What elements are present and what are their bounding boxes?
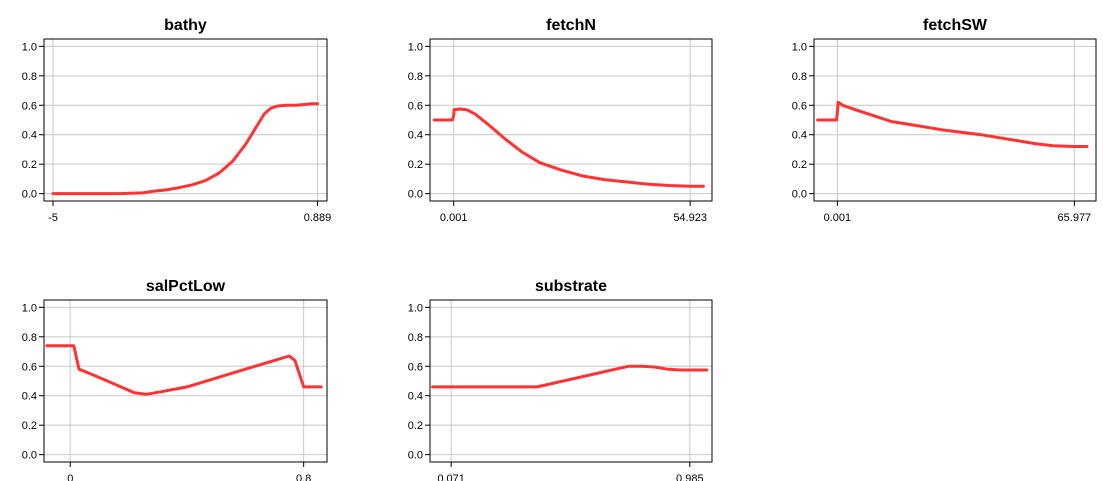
y-tick-label: 1.0 <box>408 41 423 53</box>
y-tick-label: 0.6 <box>408 361 423 373</box>
y-tick-label: 0.8 <box>408 332 423 344</box>
plot-frame <box>429 299 713 463</box>
chart-title: bathy <box>164 17 207 34</box>
y-tick-label: 0.4 <box>22 130 37 142</box>
chart-title: salPctLow <box>146 278 226 295</box>
y-tick-label: 0.2 <box>22 420 37 432</box>
y-tick-label: 0.4 <box>792 130 807 142</box>
y-tick-label: 0.8 <box>22 71 37 83</box>
x-tick-label: 0 <box>67 473 73 481</box>
y-tick-label: 0.6 <box>22 100 37 112</box>
response-curve-salPctLow <box>45 344 323 396</box>
plot-frame <box>813 38 1097 202</box>
x-tick-label: 0.985 <box>676 473 704 481</box>
response-curve-substrate <box>431 364 709 389</box>
y-tick-label: 0.4 <box>408 391 423 403</box>
x-tick-label: 0.8 <box>296 473 311 481</box>
y-tick-label: 0.4 <box>22 391 37 403</box>
chart-panel-bathy: bathy 0.0 0.2 0.4 0.6 0.8 1.0 -5 0.889 <box>22 17 332 224</box>
y-tick-label: 0.2 <box>408 420 423 432</box>
plot-frame <box>43 299 328 463</box>
y-tick-label: 0.0 <box>22 189 37 201</box>
y-tick-label: 0.2 <box>408 159 423 171</box>
chart-title: substrate <box>535 278 607 295</box>
plot-frame <box>429 38 713 202</box>
y-tick-label: 0.0 <box>22 450 37 462</box>
y-tick-label: 0.8 <box>792 71 807 83</box>
x-tick-label: -5 <box>48 212 58 224</box>
y-tick-label: 1.0 <box>22 41 37 53</box>
y-tick-label: 0.2 <box>22 159 37 171</box>
y-tick-label: 0.2 <box>792 159 807 171</box>
chart-panel-fetchSW: fetchSW 0.0 0.2 0.4 0.6 0.8 1.0 0.001 65.977 <box>792 17 1097 224</box>
y-tick-label: 1.0 <box>408 302 423 314</box>
x-tick-label: 54.923 <box>673 212 707 224</box>
y-tick-label: 0.6 <box>408 100 423 112</box>
y-tick-label: 1.0 <box>792 41 807 53</box>
chart-panel-fetchN: fetchN 0.0 0.2 0.4 0.6 0.8 1.0 0.001 54.923 <box>408 17 713 224</box>
plot-frame <box>43 38 328 202</box>
response-curve-fetchN <box>432 107 705 188</box>
chart-title: fetchN <box>546 17 596 34</box>
y-tick-label: 0.8 <box>408 71 423 83</box>
x-tick-label: 65.977 <box>1058 212 1092 224</box>
x-tick-label: 0.889 <box>304 212 332 224</box>
y-tick-label: 0.6 <box>22 361 37 373</box>
y-tick-label: 0.0 <box>408 189 423 201</box>
response-curve-bathy <box>51 102 319 196</box>
y-tick-label: 1.0 <box>22 302 37 314</box>
x-tick-label: 0.001 <box>440 212 468 224</box>
chart-panel-salPctLow: salPctLow 0.0 0.2 0.4 0.6 0.8 1.0 0 0.8 <box>22 278 328 481</box>
x-tick-label: 0.071 <box>437 473 465 481</box>
y-tick-label: 0.4 <box>408 130 423 142</box>
chart-panel-substrate: substrate 0.0 0.2 0.4 0.6 0.8 1.0 0.071 0.985 <box>408 278 713 481</box>
y-tick-label: 0.0 <box>792 189 807 201</box>
y-tick-label: 0.8 <box>22 332 37 344</box>
response-curve-fetchSW <box>816 100 1089 148</box>
x-tick-label: 0.001 <box>824 212 852 224</box>
chart-title: fetchSW <box>923 17 988 34</box>
y-tick-label: 0.6 <box>792 100 807 112</box>
y-tick-label: 0.0 <box>408 450 423 462</box>
